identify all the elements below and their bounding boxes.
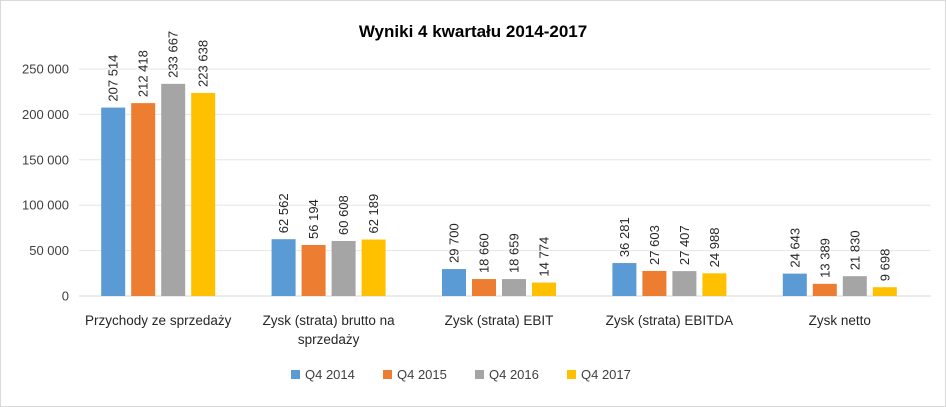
data-label: 223 638 bbox=[196, 40, 211, 87]
data-label: 29 700 bbox=[447, 223, 462, 263]
data-labels: 207 514 212 418 233 667 223 638 62 562 56 194… bbox=[106, 31, 893, 281]
bar bbox=[161, 83, 186, 297]
x-tick-label: sprzedaży bbox=[298, 332, 360, 347]
data-label: 13 389 bbox=[817, 238, 832, 278]
y-tick-label: 150 000 bbox=[22, 152, 69, 167]
bar bbox=[301, 244, 326, 296]
bar bbox=[532, 282, 556, 296]
data-label: 18 659 bbox=[507, 233, 522, 273]
data-label: 36 281 bbox=[617, 217, 632, 257]
y-tick-label: 50 000 bbox=[29, 243, 69, 258]
legend-swatch bbox=[383, 370, 392, 379]
bar bbox=[672, 271, 697, 296]
bar bbox=[812, 283, 837, 296]
data-label: 9 698 bbox=[877, 249, 892, 282]
bar bbox=[361, 239, 386, 296]
bars bbox=[101, 83, 897, 297]
data-label: 21 830 bbox=[847, 230, 862, 270]
bar bbox=[191, 92, 216, 296]
bar bbox=[472, 279, 496, 296]
bar bbox=[271, 239, 296, 296]
bar bbox=[442, 269, 466, 296]
data-label: 233 667 bbox=[166, 31, 181, 78]
legend-label: Q4 2016 bbox=[489, 367, 539, 382]
bar bbox=[842, 276, 867, 296]
y-tick-label: 250 000 bbox=[22, 62, 69, 77]
bar bbox=[101, 107, 126, 296]
x-axis: Przychody ze sprzedaży Zysk (strata) brut… bbox=[85, 313, 871, 347]
bar bbox=[702, 273, 727, 296]
data-label: 27 603 bbox=[647, 225, 662, 265]
y-tick-label: 100 000 bbox=[22, 198, 69, 213]
data-label: 62 562 bbox=[276, 193, 291, 233]
legend-swatch bbox=[567, 370, 576, 379]
x-tick-label: Przychody ze sprzedaży bbox=[85, 313, 232, 328]
data-label: 27 407 bbox=[677, 225, 692, 265]
x-tick-label: Zysk (strata) brutto na bbox=[263, 313, 396, 328]
y-tick-label: 200 000 bbox=[22, 107, 69, 122]
data-label: 14 774 bbox=[537, 237, 552, 277]
data-label: 24 643 bbox=[787, 228, 802, 268]
legend-label: Q4 2015 bbox=[397, 367, 447, 382]
bar bbox=[642, 270, 667, 296]
bar bbox=[612, 263, 637, 296]
bar bbox=[502, 279, 526, 296]
legend: Q4 2014 Q4 2015 Q4 2016 Q4 2017 bbox=[291, 367, 631, 382]
bar bbox=[872, 287, 897, 296]
data-label: 62 189 bbox=[366, 194, 381, 234]
x-tick-label: Zysk netto bbox=[809, 313, 871, 328]
data-label: 207 514 bbox=[106, 55, 121, 102]
bar bbox=[131, 103, 156, 297]
legend-label: Q4 2017 bbox=[581, 367, 631, 382]
data-label: 60 608 bbox=[336, 195, 351, 235]
legend-swatch bbox=[291, 370, 300, 379]
legend-label: Q4 2014 bbox=[305, 367, 355, 382]
y-axis: 0 50 000 100 000 150 000 200 000 250 000 bbox=[22, 62, 69, 304]
y-tick-label: 0 bbox=[62, 289, 69, 304]
x-tick-label: Zysk (strata) EBITDA bbox=[606, 313, 734, 328]
legend-swatch bbox=[475, 370, 484, 379]
data-label: 18 660 bbox=[477, 233, 492, 273]
x-tick-label: Zysk (strata) EBIT bbox=[445, 313, 554, 328]
data-label: 212 418 bbox=[136, 50, 151, 97]
bar bbox=[331, 240, 356, 296]
data-label: 56 194 bbox=[306, 199, 321, 239]
data-label: 24 988 bbox=[707, 228, 722, 268]
chart-title: Wyniki 4 kwartału 2014-2017 bbox=[359, 22, 587, 41]
bar bbox=[782, 273, 807, 296]
